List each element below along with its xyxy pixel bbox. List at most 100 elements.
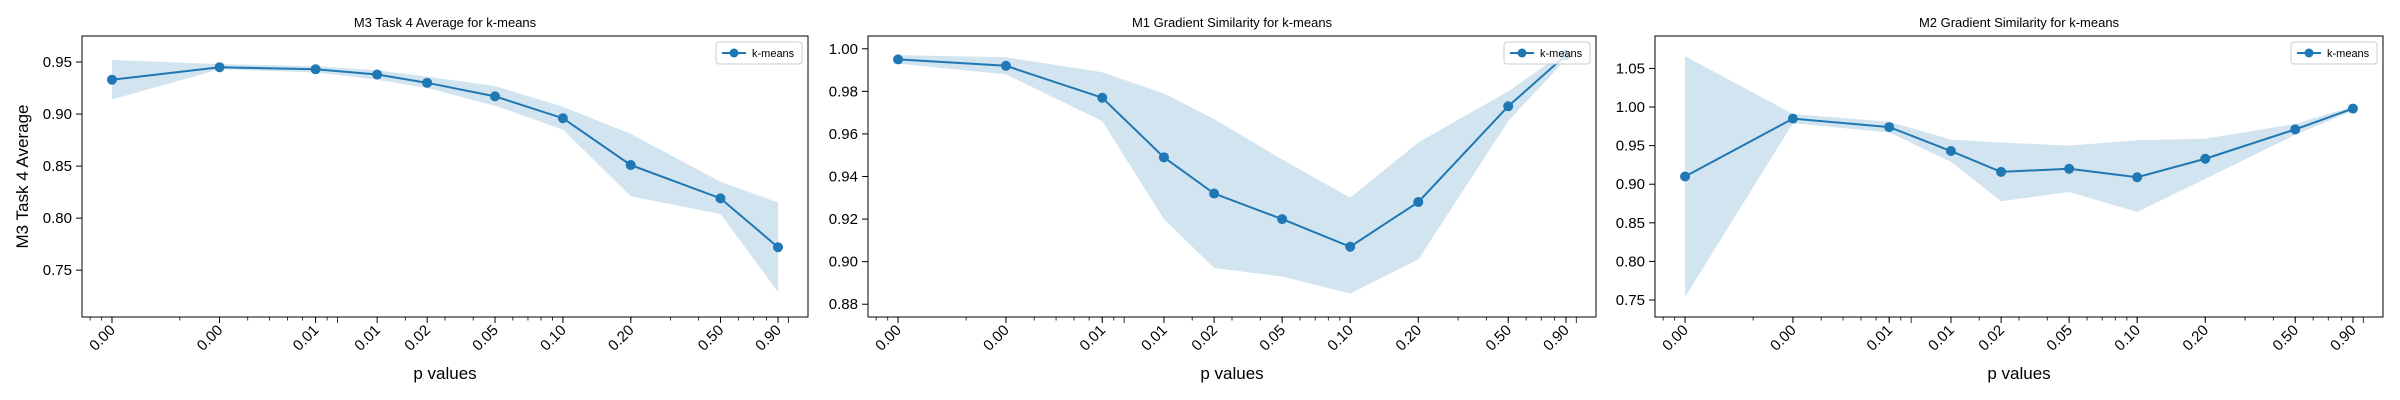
- data-point: [1209, 188, 1220, 199]
- data-point: [310, 64, 321, 75]
- data-point: [1413, 197, 1424, 208]
- data-point: [422, 77, 433, 88]
- x-tick-label: 0.05: [2043, 322, 2076, 355]
- x-tick-label: 0.01: [1138, 322, 1171, 355]
- y-tick-label: 0.88: [829, 296, 858, 313]
- y-tick-label: 0.80: [1616, 253, 1645, 270]
- legend: k-means: [1503, 41, 1591, 65]
- x-tick-label: 0.00: [980, 322, 1013, 355]
- series-line-k-means: [1684, 107, 2354, 179]
- data-point: [2347, 103, 2358, 114]
- y-tick-label: 0.85: [1616, 215, 1645, 232]
- data-point: [214, 62, 225, 73]
- x-axis-label: p values: [413, 364, 476, 383]
- data-point: [557, 113, 568, 124]
- legend-marker: [2304, 48, 2314, 58]
- x-tick-label: 0.01: [1076, 322, 1109, 355]
- chart-panel-2: M1 Gradient Similarity for k-means 0.00 0.…: [829, 15, 1597, 383]
- chart-panel-3: M2 Gradient Similarity for k-means 0.00 0.…: [1616, 15, 2384, 383]
- x-tick-label: 0.05: [1256, 322, 1289, 355]
- x-tick-label: 0.00: [86, 322, 119, 355]
- x-tick-label: 0.02: [1188, 322, 1221, 355]
- x-tick-label: 0.01: [290, 322, 323, 355]
- data-point: [893, 54, 904, 65]
- data-point: [715, 193, 726, 204]
- chart-title: M1 Gradient Similarity for k-means: [1132, 15, 1333, 30]
- data-point: [2064, 163, 2075, 174]
- data-point: [2200, 153, 2211, 164]
- data-point: [773, 242, 784, 253]
- y-tick-label: 1.05: [1616, 60, 1645, 77]
- data-point: [1503, 101, 1514, 112]
- y-axis-label: M3 Task 4 Average: [13, 105, 32, 249]
- data-point: [1345, 241, 1356, 252]
- y-tick-label: 0.90: [43, 106, 72, 123]
- y-tick-label: 1.00: [1616, 99, 1645, 116]
- y-tick-label: 0.92: [829, 211, 858, 228]
- x-tick-label: 0.02: [401, 322, 434, 355]
- y-tick-label: 0.94: [829, 169, 858, 186]
- x-tick-label: 0.00: [194, 322, 227, 355]
- data-point: [625, 160, 636, 171]
- legend: k-means: [715, 41, 803, 65]
- data-point: [1996, 166, 2007, 177]
- data-point: [1277, 214, 1288, 225]
- y-tick-label: 1.00: [829, 41, 858, 58]
- data-point: [2290, 124, 2301, 135]
- data-point: [1884, 122, 1895, 133]
- x-tick-label: 0.20: [605, 322, 638, 355]
- x-tick-label: 0.00: [1659, 322, 1692, 355]
- data-point: [106, 74, 117, 85]
- x-tick-label: 0.01: [351, 322, 384, 355]
- data-point: [1000, 60, 1011, 71]
- legend: k-means: [2290, 41, 2378, 65]
- legend-marker: [1517, 48, 1527, 58]
- data-point: [1787, 113, 1798, 124]
- data-point: [1680, 171, 1691, 182]
- confidence-band: [1685, 56, 2353, 297]
- data-point: [1097, 92, 1108, 103]
- data-point: [490, 91, 501, 102]
- y-tick-label: 0.85: [43, 158, 72, 175]
- x-tick-label: 0.90: [752, 322, 785, 355]
- confidence-band: [898, 50, 1566, 294]
- x-tick-label: 0.01: [1925, 322, 1958, 355]
- legend-marker: [729, 48, 739, 58]
- data-point: [2132, 172, 2143, 183]
- x-tick-label: 0.20: [2179, 322, 2212, 355]
- y-tick-label: 0.90: [829, 254, 858, 271]
- chart-title: M2 Gradient Similarity for k-means: [1919, 15, 2120, 30]
- x-tick-label: 0.50: [1482, 322, 1515, 355]
- y-tick-label: 0.75: [43, 262, 72, 279]
- legend-box: [715, 41, 803, 65]
- data-point: [1158, 152, 1169, 163]
- x-tick-label: 0.90: [2327, 322, 2360, 355]
- x-tick-label: 0.02: [1975, 322, 2008, 355]
- x-tick-label: 0.01: [1863, 322, 1896, 355]
- chart-panel-1: M3 Task 4 Average for k-means 0.00 0.00 0.0…: [13, 15, 809, 383]
- y-tick-label: 0.75: [1616, 292, 1645, 309]
- x-tick-label: 0.00: [1767, 322, 1800, 355]
- x-tick-label: 0.10: [537, 322, 570, 355]
- series-line-k-means: [111, 66, 779, 249]
- legend-box: [2290, 41, 2378, 65]
- y-tick-label: 0.90: [1616, 176, 1645, 193]
- x-tick-label: 0.10: [1324, 322, 1357, 355]
- legend-box: [1503, 41, 1591, 65]
- data-point: [372, 69, 383, 80]
- y-tick-label: 0.80: [43, 210, 72, 227]
- legend-label: k-means: [2327, 48, 2370, 60]
- x-tick-label: 0.00: [872, 322, 905, 355]
- y-tick-label: 0.95: [1616, 138, 1645, 155]
- confidence-band: [111, 59, 779, 293]
- x-axis-label: p values: [1200, 364, 1263, 383]
- legend-label: k-means: [752, 48, 795, 60]
- x-tick-label: 0.20: [1392, 322, 1425, 355]
- x-tick-label: 0.90: [1540, 322, 1573, 355]
- x-tick-label: 0.05: [469, 322, 502, 355]
- series-line-k-means: [898, 54, 1567, 248]
- x-tick-label: 0.50: [2269, 322, 2302, 355]
- y-tick-label: 0.95: [43, 54, 72, 71]
- x-tick-label: 0.10: [2111, 322, 2144, 355]
